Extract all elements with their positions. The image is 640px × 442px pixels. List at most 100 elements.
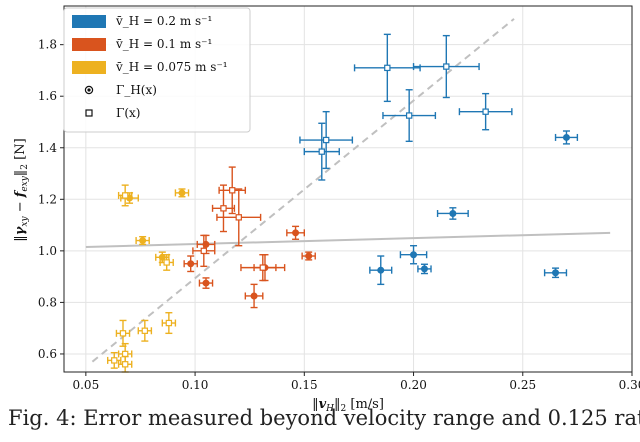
open-marker [229,187,236,194]
legend-item: v̄_H = 0.1 m s⁻¹ [72,37,212,51]
data-point [159,254,174,271]
y-tick-label: 0.8 [38,295,57,309]
data-point [137,319,153,342]
open-marker [443,63,450,70]
open-marker [384,64,391,72]
legend-item: v̄_H = 0.2 m s⁻¹ [72,14,212,28]
filled-marker [178,189,186,197]
legend-label: Γ_H(x) [116,83,157,97]
data-point [399,245,428,265]
data-point [211,184,236,233]
legend-swatch [72,15,106,28]
y-tick-label: 0.6 [38,347,57,361]
x-tick-label: 0.10 [182,378,209,392]
legend-marker-dot [87,88,91,92]
y-tick-label: 1.0 [38,244,57,258]
open-marker [141,327,149,334]
open-marker [163,259,170,266]
x-tick-label: 0.25 [509,378,536,392]
legend-items: v̄_H = 0.2 m s⁻¹ v̄_H = 0.1 m s⁻¹ v̄_H = 0… [72,14,228,120]
filled-marker [420,265,428,273]
filled-marker [187,260,195,268]
filled-marker [250,292,258,300]
data-point [369,255,393,286]
legend-label: v̄_H = 0.2 m s⁻¹ [115,14,212,28]
y-tick-label: 1.8 [38,38,57,52]
filled-marker [377,266,385,274]
data-point [554,130,579,145]
open-marker [111,357,118,364]
open-marker [318,148,325,155]
data-point [115,319,131,347]
reference-lines [85,18,611,363]
data-point [458,92,513,131]
data-points [106,33,579,373]
data-point [436,207,469,220]
y-axis-label: ‖γxy − fexy‖2 [N] [13,138,30,241]
data-point [412,34,480,99]
legend-item: Γ_H(x) [84,83,157,97]
legend-item: v̄_H = 0.075 m s⁻¹ [72,60,228,74]
data-point [161,312,177,335]
open-marker [235,214,242,221]
filled-marker [292,229,300,237]
open-marker [200,247,208,255]
filled-marker [552,269,560,277]
open-marker [165,319,173,327]
data-point [353,33,421,103]
legend-label: v̄_H = 0.075 m s⁻¹ [115,60,228,74]
open-marker [220,205,227,212]
open-marker [482,108,489,115]
legend-swatch [72,38,106,51]
legend-marker [85,109,93,117]
identity-line [91,18,515,363]
open-marker [119,330,127,337]
data-point [174,188,190,198]
legend-box [63,7,251,133]
open-marker [121,350,129,358]
data-point [299,110,354,170]
data-point [303,122,340,181]
legend-item: Γ(x) [85,106,140,120]
filled-marker [410,251,418,259]
data-point [192,234,216,268]
filled-marker [202,279,210,287]
filled-marker [158,253,166,261]
y-tick-label: 1.4 [38,141,57,155]
open-marker [405,112,413,119]
data-point [198,277,214,289]
legend-swatch [72,61,106,74]
filled-marker [449,209,457,217]
axis-ticks: 0.05 0.10 0.15 0.20 0.25 0.30 0.6 0.8 1.0 1.2 1.4 1… [38,38,640,392]
grid [64,6,633,372]
legend: v̄_H = 0.2 m s⁻¹ v̄_H = 0.1 m s⁻¹ v̄_H = 0… [63,7,251,133]
data-point [286,225,306,240]
x-tick-label: 0.20 [400,378,427,392]
figure-caption: Fig. 4: Error measured beyond velocity r… [8,406,640,430]
open-marker [322,136,330,144]
legend-label: v̄_H = 0.1 m s⁻¹ [115,37,212,51]
y-tick-label: 1.2 [38,192,57,206]
y-tick-label: 1.6 [38,89,57,103]
data-point [417,263,432,275]
data-point [106,351,122,369]
x-tick-label: 0.15 [291,378,318,392]
plot-frame [63,5,633,373]
data-point [244,283,264,309]
open-marker [259,264,267,271]
data-point [183,255,198,273]
data-point [301,251,316,261]
fit-line [85,231,611,248]
filled-marker [305,252,313,260]
open-marker [121,361,129,368]
data-point [382,89,437,143]
data-point [117,184,133,207]
x-tick-label: 0.05 [72,378,99,392]
data-point [135,235,150,246]
filled-marker [562,133,570,141]
legend-label: Γ(x) [116,106,140,120]
data-point [216,188,262,247]
filled-marker [139,237,147,245]
data-point [240,254,286,282]
